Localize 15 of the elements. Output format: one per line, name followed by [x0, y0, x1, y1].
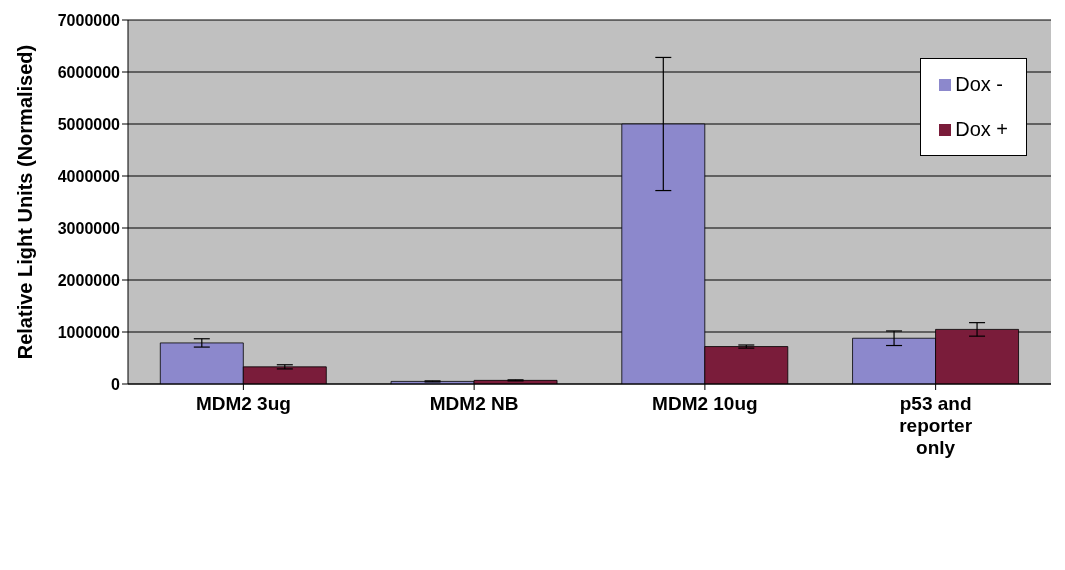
- y-tick-label: 7000000: [57, 11, 121, 29]
- x-tick-label: MDM2 10ug: [652, 393, 758, 414]
- legend-label: Dox -: [955, 73, 1003, 96]
- y-tick-label: 6000000: [57, 63, 121, 81]
- y-tick-label: 3000000: [57, 219, 121, 237]
- y-tick-label: 2000000: [57, 271, 121, 289]
- y-axis-title: Relative Light Units (Normalised): [14, 44, 37, 360]
- y-tick-label: 5000000: [57, 115, 121, 133]
- y-tick-label: 0: [111, 375, 121, 393]
- y-tick-label: 1000000: [57, 323, 121, 341]
- x-tick-label: p53 and reporter only: [899, 393, 973, 458]
- y-tick-label: 4000000: [57, 167, 121, 185]
- legend-label: Dox +: [955, 118, 1008, 141]
- x-tick-label: MDM2 3ug: [195, 393, 291, 414]
- x-tick-label: MDM2 NB: [429, 393, 519, 414]
